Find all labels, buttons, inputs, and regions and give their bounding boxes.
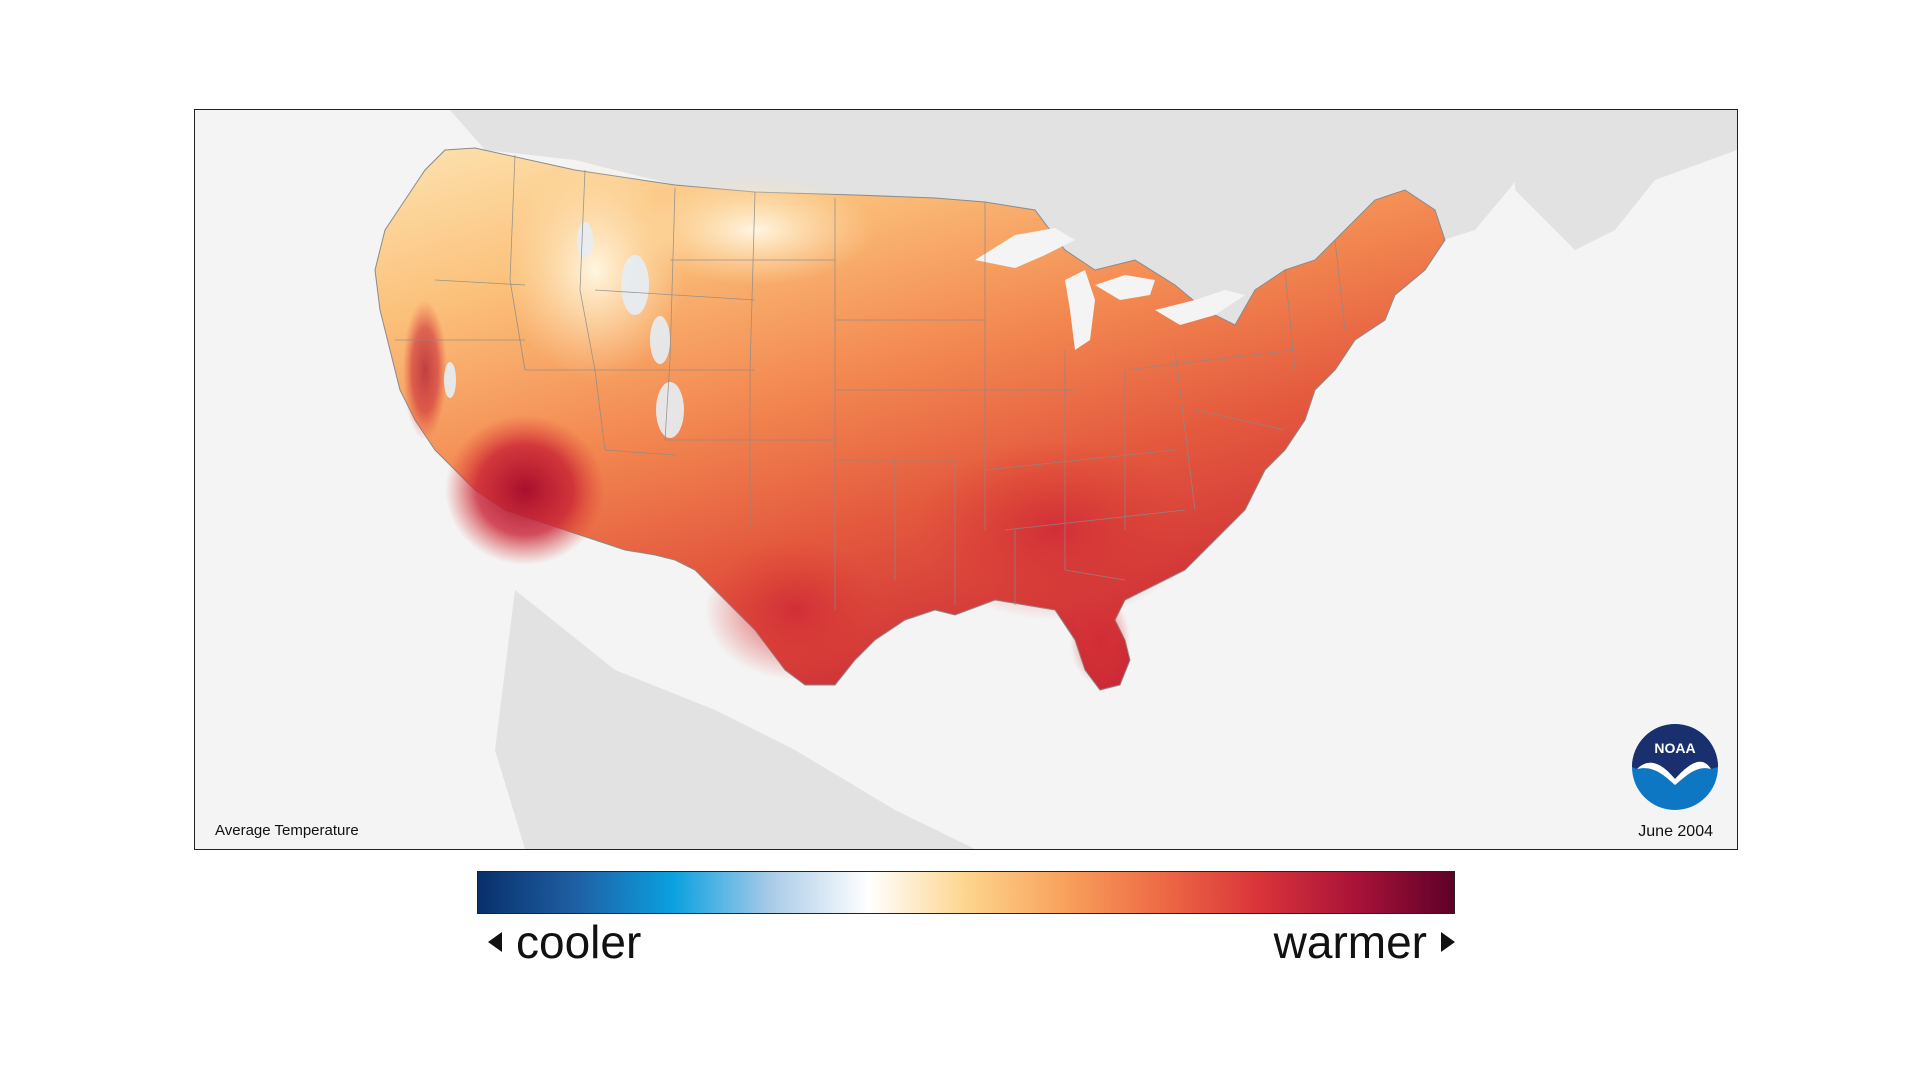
map-date: June 2004 [1638,823,1713,840]
temperature-map [374,110,1737,849]
hot-southwest-region [445,415,605,565]
noaa-logo: NOAA [1632,724,1718,810]
legend-warmer-label: warmer [1273,916,1427,968]
mexico-land [495,590,975,849]
great-lakes [975,228,1245,350]
map-frame: NOAA Average Temperature June 2004 [194,109,1738,850]
right-arrow-icon [1441,931,1455,952]
temperature-legend-bar [477,871,1455,914]
legend-cooler-label: cooler [516,916,642,968]
map-title: Average Temperature [215,822,359,839]
canada-east-land [1515,110,1737,250]
left-arrow-icon [488,931,502,952]
cool-north-region [635,175,875,285]
hot-southeast-region [915,440,1195,620]
legend-warmer: warmer [1274,912,1455,972]
hot-california-valley [403,300,447,440]
hot-florida-region [1070,595,1130,685]
snow-peaks [444,222,684,438]
state-borders [395,154,1346,610]
noaa-logo-text: NOAA [1654,740,1695,756]
legend-cooler: cooler [488,912,641,972]
hot-texas-region [705,540,885,680]
